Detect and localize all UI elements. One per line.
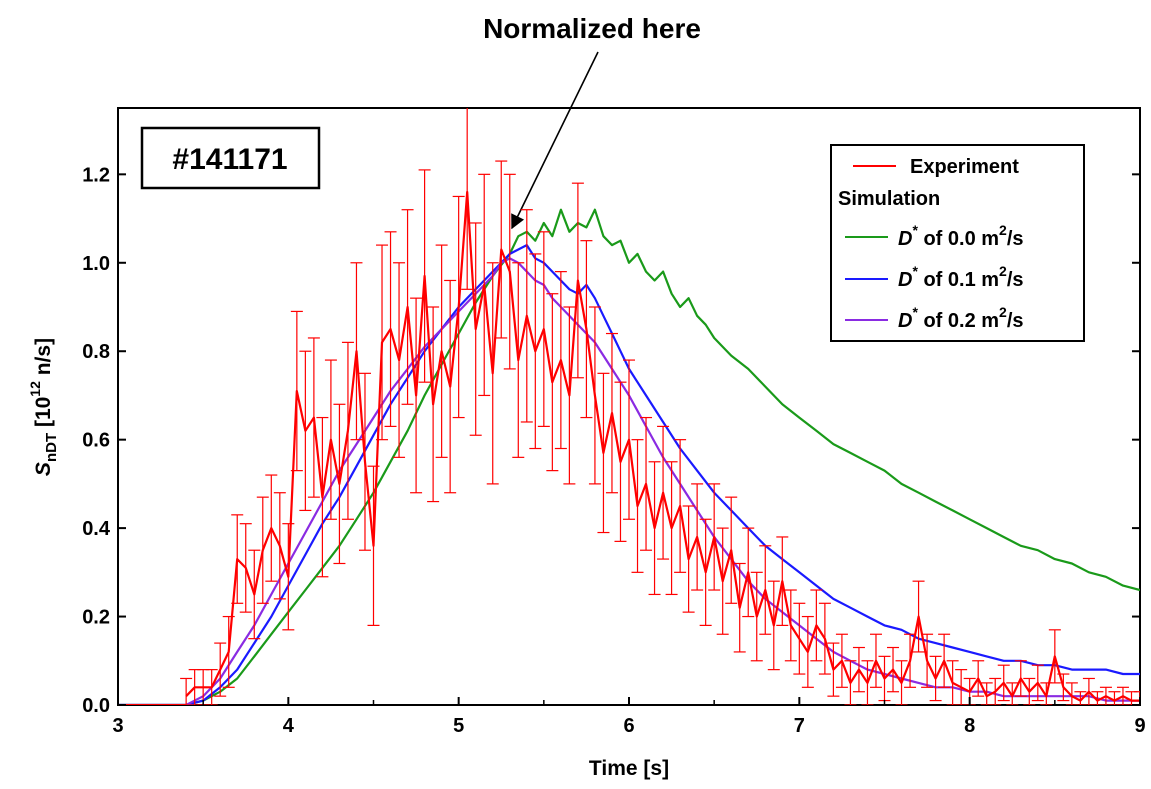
x-tick-label: 5 (453, 715, 464, 737)
shot-label-box: #141171 (140, 126, 321, 190)
legend-label-simulation: Simulation (838, 188, 940, 210)
y-tick-label: 1.0 (82, 253, 110, 275)
y-tick-label: 1.2 (82, 164, 110, 186)
y-axis-title-bracket: [10 (32, 397, 55, 433)
ticks-layer: 3 4 5 6 7 8 9 0.0 0.2 0.4 0.6 0.8 1.0 1.2 (82, 164, 1145, 737)
x-tick-label: 4 (283, 715, 295, 737)
y-axis-title-unit: n/s] (32, 338, 55, 381)
annotation-arrow (511, 51, 599, 230)
y-axis-title-sup: 12 (27, 381, 43, 397)
legend-label-experiment: Experiment (910, 156, 1019, 178)
x-tick-label: 3 (112, 715, 123, 737)
legend-label-d02: D* of 0.2 m2/s (898, 304, 1024, 332)
series-layer (118, 108, 1140, 705)
x-axis-title: Time [s] (589, 757, 669, 780)
y-tick-label: 0.4 (82, 518, 111, 540)
x-tick-label: 7 (794, 715, 805, 737)
x-tick-label: 9 (1134, 715, 1145, 737)
x-tick-label: 6 (623, 715, 634, 737)
y-axis-title: SnDT [1012 n/s] (27, 338, 60, 476)
series-experiment (118, 108, 1140, 705)
legend: Experiment Simulation D* of 0.0 m2/s D* … (830, 144, 1085, 342)
y-tick-label: 0.0 (82, 695, 110, 717)
y-axis-title-sub: nDT (43, 433, 60, 462)
legend-box (830, 144, 1085, 342)
x-tick-label: 8 (964, 715, 975, 737)
y-tick-label: 0.2 (82, 607, 110, 629)
shot-label: #141171 (172, 143, 287, 176)
y-axis-title-main: S (32, 462, 55, 476)
y-tick-label: 0.8 (82, 341, 110, 363)
y-tick-label: 0.6 (82, 430, 110, 452)
series-line-experiment (185, 190, 1140, 702)
legend-label-d00: D* of 0.0 m2/s (898, 222, 1024, 250)
annotation-text: Normalized here (483, 13, 701, 44)
legend-label-d01: D* of 0.1 m2/s (898, 263, 1024, 291)
